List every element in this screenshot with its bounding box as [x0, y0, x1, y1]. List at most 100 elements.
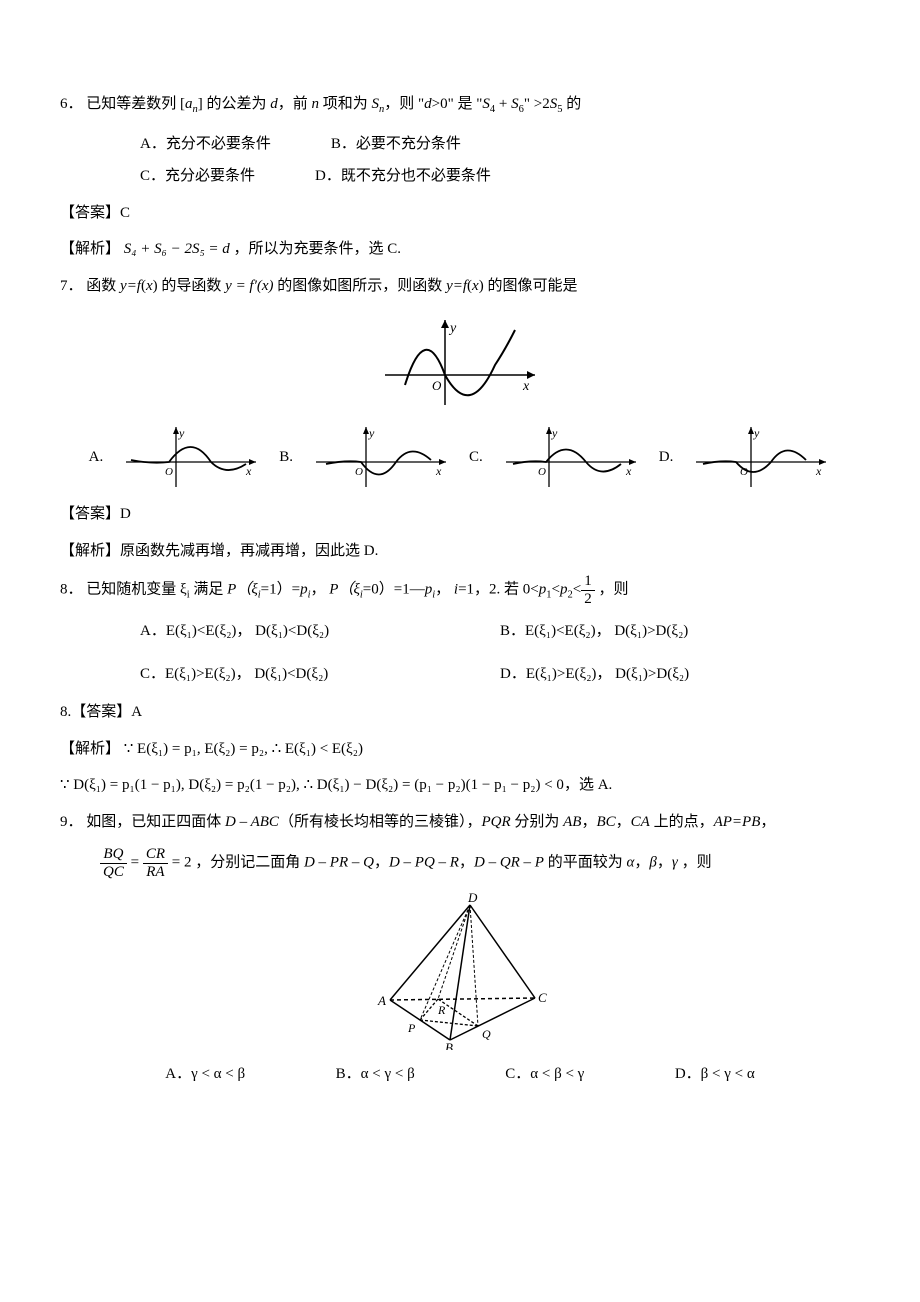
q6-num: 6． — [60, 96, 83, 112]
q7-opt-label-b: B. — [279, 443, 293, 472]
q9-dabc: D – ABC — [225, 814, 279, 830]
q6-choice-a: A．充分不必要条件 — [140, 130, 271, 159]
q6-explain-tail: ，所以为充要条件，选 C. — [234, 241, 402, 257]
q9-eq2: = 2 ，分别记二面角 — [168, 855, 304, 871]
q7-graph-a-icon: y x O — [121, 422, 261, 492]
q9-figure: D A B C P Q R — [60, 890, 860, 1050]
q9-stem-f: ，则 — [678, 855, 712, 871]
q8-explain-2: ∵ D(ξ₁) = p₁(1 − p₁), D(ξ₂) = p₂(1 − p₂)… — [60, 771, 860, 800]
q7-graph-c-icon: y x O — [501, 422, 641, 492]
q6-tail: 的 — [562, 96, 581, 112]
tetrahedron-icon: D A B C P Q R — [360, 890, 560, 1050]
svg-text:y: y — [178, 426, 185, 440]
q7-explain-text: 原函数先减再增，再减再增，因此选 D. — [120, 543, 378, 559]
q9-stem-b: （所有棱长均相等的三棱锥）， — [279, 814, 482, 830]
q7-graph-d-icon: y x O — [691, 422, 831, 492]
axis-y-label: y — [448, 321, 457, 336]
q6-choice-b: B．必要不充分条件 — [331, 130, 461, 159]
q6-stem-b: ] 的公差为 — [198, 96, 271, 112]
q9-d3: D – QR – P — [474, 855, 544, 871]
q8-choice-b: B．E(ξ₁)<E(ξ₂)， D(ξ₁)>D(ξ₂) — [500, 617, 860, 646]
svg-text:x: x — [815, 464, 822, 478]
q9-stem-d: 上的点， — [650, 814, 714, 830]
q9-frac2: CRRA — [143, 846, 168, 880]
svg-text:D: D — [467, 890, 478, 905]
q7-num: 7． — [60, 278, 83, 294]
q6-d: d — [270, 96, 278, 112]
q8-stem-a: 已知随机变量 ξ — [86, 582, 186, 598]
svg-text:x: x — [435, 464, 442, 478]
q7-stem-b: 的图像如图所示，则函数 — [274, 278, 447, 294]
q7-stem-c: 的图像可能是 — [484, 278, 578, 294]
q8-ans-label: 【答案】 — [71, 704, 131, 720]
q9-choice-b: B．α < γ < β — [336, 1060, 415, 1089]
q7-opt-label-d: D. — [659, 443, 674, 472]
q8-c2: ， — [435, 582, 450, 598]
svg-text:y: y — [368, 426, 375, 440]
q7-yfx: y=f — [120, 278, 141, 294]
q6-answer: 【答案】C — [60, 199, 860, 228]
q8-ans: A — [131, 704, 142, 720]
q9-alpha: α — [627, 855, 635, 871]
q8-explain-label: 【解析】 — [60, 741, 120, 757]
q8-lt1: < — [552, 582, 560, 598]
question-9: 9． 如图，已知正四面体 D – ABC（所有棱长均相等的三棱锥），PQR 分别… — [60, 808, 860, 837]
q8-choices: A．E(ξ₁)<E(ξ₂)， D(ξ₁)<D(ξ₂) B．E(ξ₁)<E(ξ₂)… — [60, 617, 860, 688]
q9-d2: D – PQ – R — [389, 855, 459, 871]
svg-text:x: x — [625, 464, 632, 478]
svg-text:O: O — [538, 466, 546, 478]
q8-p1a: P（ξ — [227, 582, 258, 598]
q8-sub-i: i — [187, 590, 190, 601]
q7-x: x — [146, 278, 153, 294]
q6-stem-e: ，则 " — [384, 96, 424, 112]
question-6: 6． 已知等差数列 [an] 的公差为 d，前 n 项和为 Sn，则 "d>0"… — [60, 90, 860, 120]
q8-explain-1: 【解析】 ∵ E(ξ₁) = p₁, E(ξ₂) = p₂, ∴ E(ξ₁) <… — [60, 735, 860, 764]
q8-answer: 8.【答案】A — [60, 698, 860, 727]
svg-text:O: O — [740, 466, 748, 478]
svg-text:x: x — [245, 464, 252, 478]
q6-n: n — [312, 96, 320, 112]
axis-x-label: x — [522, 379, 530, 394]
q9-stem-c: 分别为 — [511, 814, 564, 830]
q8-stem-b: 满足 — [193, 582, 227, 598]
q9-ca: CA — [631, 814, 650, 830]
derivative-graph-icon: y x O — [375, 310, 545, 410]
q9-d1: D – PR – Q — [304, 855, 374, 871]
q8-p0a: P（ξ — [329, 582, 360, 598]
svg-text:O: O — [165, 466, 173, 478]
q9-frac1: BQQC — [100, 846, 127, 880]
q7-deriv: y = f′(x) — [225, 278, 273, 294]
q9-bc: BC — [596, 814, 615, 830]
q8-line2: ∵ D(ξ₁) = p₁(1 − p₁), D(ξ₂) = p₂(1 − p₂)… — [60, 777, 564, 793]
q8-tail: ，则 — [595, 582, 629, 598]
q8-num: 8． — [60, 582, 83, 598]
svg-text:C: C — [538, 990, 547, 1005]
q6-explain: 【解析】 S₄ + S₆ − 2S₅ = d ，所以为充要条件，选 C. — [60, 235, 860, 264]
q7-explain: 【解析】原函数先减再增，再减再增，因此选 D. — [60, 537, 860, 566]
q8-half-frac: 12 — [581, 573, 595, 607]
q8-num2: 8. — [60, 704, 71, 720]
svg-text:P: P — [407, 1021, 416, 1035]
q8-lt2: < — [573, 582, 581, 598]
q8-choice-c: C．E(ξ₁)>E(ξ₂)， D(ξ₁)<D(ξ₂) — [140, 660, 500, 689]
q8-p1b: =1）= — [261, 582, 300, 598]
q7-stem-a: 函数 — [86, 278, 120, 294]
svg-text:A: A — [377, 993, 386, 1008]
q8-c1: ， — [311, 582, 326, 598]
q6-stem-d: 项和为 — [319, 96, 372, 112]
q9-choice-a: A．γ < α < β — [165, 1060, 245, 1089]
q8-line2-tail: ，选 A. — [564, 777, 612, 793]
q8-choice-d: D．E(ξ₁)>E(ξ₂)， D(ξ₁)>D(ξ₂) — [500, 660, 860, 689]
q6-stem-a: 已知等差数列 [ — [86, 96, 185, 112]
q8-line1: ∵ E(ξ₁) = p₁, E(ξ₂) = p₂, ∴ E(ξ₁) < E(ξ₂… — [124, 741, 363, 757]
q6-choices-row1: A．充分不必要条件 B．必要不充分条件 — [60, 130, 860, 159]
q6-cond1: d — [424, 96, 432, 112]
q7-derivative-figure: y x O — [60, 310, 860, 410]
q6-an-a: a — [185, 96, 193, 112]
q7-yfx2: y=f — [446, 278, 467, 294]
q9-pqr: PQR — [481, 814, 510, 830]
q9-num: 9． — [60, 814, 83, 830]
svg-text:R: R — [437, 1003, 446, 1017]
q7-yfx-c: ) 的导函数 — [153, 278, 226, 294]
q9-choice-c: C．α < β < γ — [505, 1060, 584, 1089]
